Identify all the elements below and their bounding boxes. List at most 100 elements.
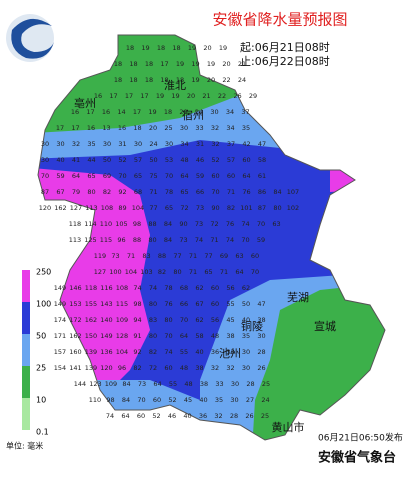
grid-value: 52 [118,156,126,164]
grid-value: 61 [258,172,266,180]
grid-value: 16 [71,108,79,116]
grid-value: 53 [165,156,173,164]
grid-value: 22 [218,92,226,100]
grid-value: 66 [180,300,188,308]
grid-value: 102 [287,204,299,212]
legend-swatch [22,398,30,430]
grid-value: 69 [220,252,228,260]
grid-value: 60 [227,172,235,180]
grid-value: 60 [211,172,219,180]
legend-swatch [22,302,30,334]
grid-value: 76 [242,188,250,196]
grid-value: 160 [69,348,81,356]
grid-value: 120 [100,364,112,372]
grid-value: 18 [164,108,172,116]
unit: 单位: 毫米 [6,441,43,451]
grid-value: 17 [56,124,64,132]
city-label: 宣城 [314,319,336,333]
grid-value: 105 [115,220,127,228]
grid-value: 59 [56,172,64,180]
grid-value: 94 [133,316,141,324]
grid-value: 48 [184,380,192,388]
legend-label: 10 [36,396,46,405]
grid-value: 65 [165,204,173,212]
grid-value: 30 [257,332,265,340]
grid-value: 64 [72,172,80,180]
grid-value: 48 [180,156,188,164]
grid-value: 46 [168,412,176,420]
grid-value: 150 [85,332,97,340]
grid-value: 37 [241,108,249,116]
grid-value: 40 [199,396,207,404]
grid-value: 71 [210,236,218,244]
city-label: 亳州 [74,96,96,110]
grid-value: 146 [69,284,81,292]
grid-value: 60 [137,412,145,420]
grid-value: 74 [195,236,203,244]
grid-value: 74 [133,284,141,292]
grid-value: 80 [149,300,157,308]
grid-value: 60 [211,284,219,292]
grid-value: 32 [72,140,80,148]
grid-value: 34 [180,140,188,148]
grid-value: 18 [133,124,141,132]
grid-value: 70 [137,396,145,404]
legend-label: 25 [36,364,46,373]
grid-value: 56 [226,284,234,292]
grid-value: 36 [199,412,207,420]
grid-value: 116 [100,284,112,292]
grid-value: 83 [142,252,150,260]
grid-value: 71 [189,252,197,260]
grid-value: 174 [54,316,66,324]
grid-value: 65 [87,172,95,180]
grid-value: 70 [257,220,265,228]
grid-value: 65 [134,172,142,180]
grid-value: 50 [242,300,250,308]
grid-value: 70 [211,188,219,196]
grid-value: 87 [41,188,49,196]
grid-value: 30 [210,108,218,116]
grid-value: 30 [56,140,64,148]
grid-value: 74 [149,284,157,292]
grid-value: 87 [258,204,266,212]
grid-value: 30 [180,124,188,132]
grid-value: 38 [257,316,265,324]
grid-value: 67 [56,188,64,196]
grid-value: 64 [180,332,188,340]
end-time: 止:06月22日08时 [240,55,330,68]
grid-value: 19 [148,108,156,116]
grid-value: 70 [165,172,173,180]
grid-value: 19 [141,44,149,52]
grid-value: 24 [149,140,157,148]
grid-value: 13 [102,124,110,132]
grid-value: 16 [118,124,126,132]
grid-value: 113 [85,204,97,212]
grid-value: 82 [133,364,141,372]
grid-value: 45 [226,316,234,324]
city-label: 池州 [219,347,241,360]
grid-value: 60 [164,364,172,372]
grid-value: 71 [220,268,228,276]
grid-value: 40 [183,412,191,420]
grid-value: 36 [211,348,219,356]
grid-value: 96 [117,236,125,244]
grid-value: 70 [164,332,172,340]
grid-value: 16 [102,108,110,116]
grid-value: 149 [54,300,66,308]
logo [6,14,54,62]
grid-value: 75 [149,172,157,180]
grid-value: 30 [41,156,49,164]
grid-value: 28 [257,348,265,356]
grid-value: 82 [227,204,235,212]
grid-value: 60 [242,156,250,164]
grid-value: 143 [100,300,112,308]
legend-swatch [22,270,30,302]
grid-value: 77 [149,204,157,212]
grid-value: 18 [126,44,134,52]
grid-value: 72 [149,364,157,372]
grid-value: 110 [89,396,101,404]
grid-value: 64 [242,172,250,180]
legend-label: 100 [36,300,51,309]
grid-value: 86 [258,188,266,196]
